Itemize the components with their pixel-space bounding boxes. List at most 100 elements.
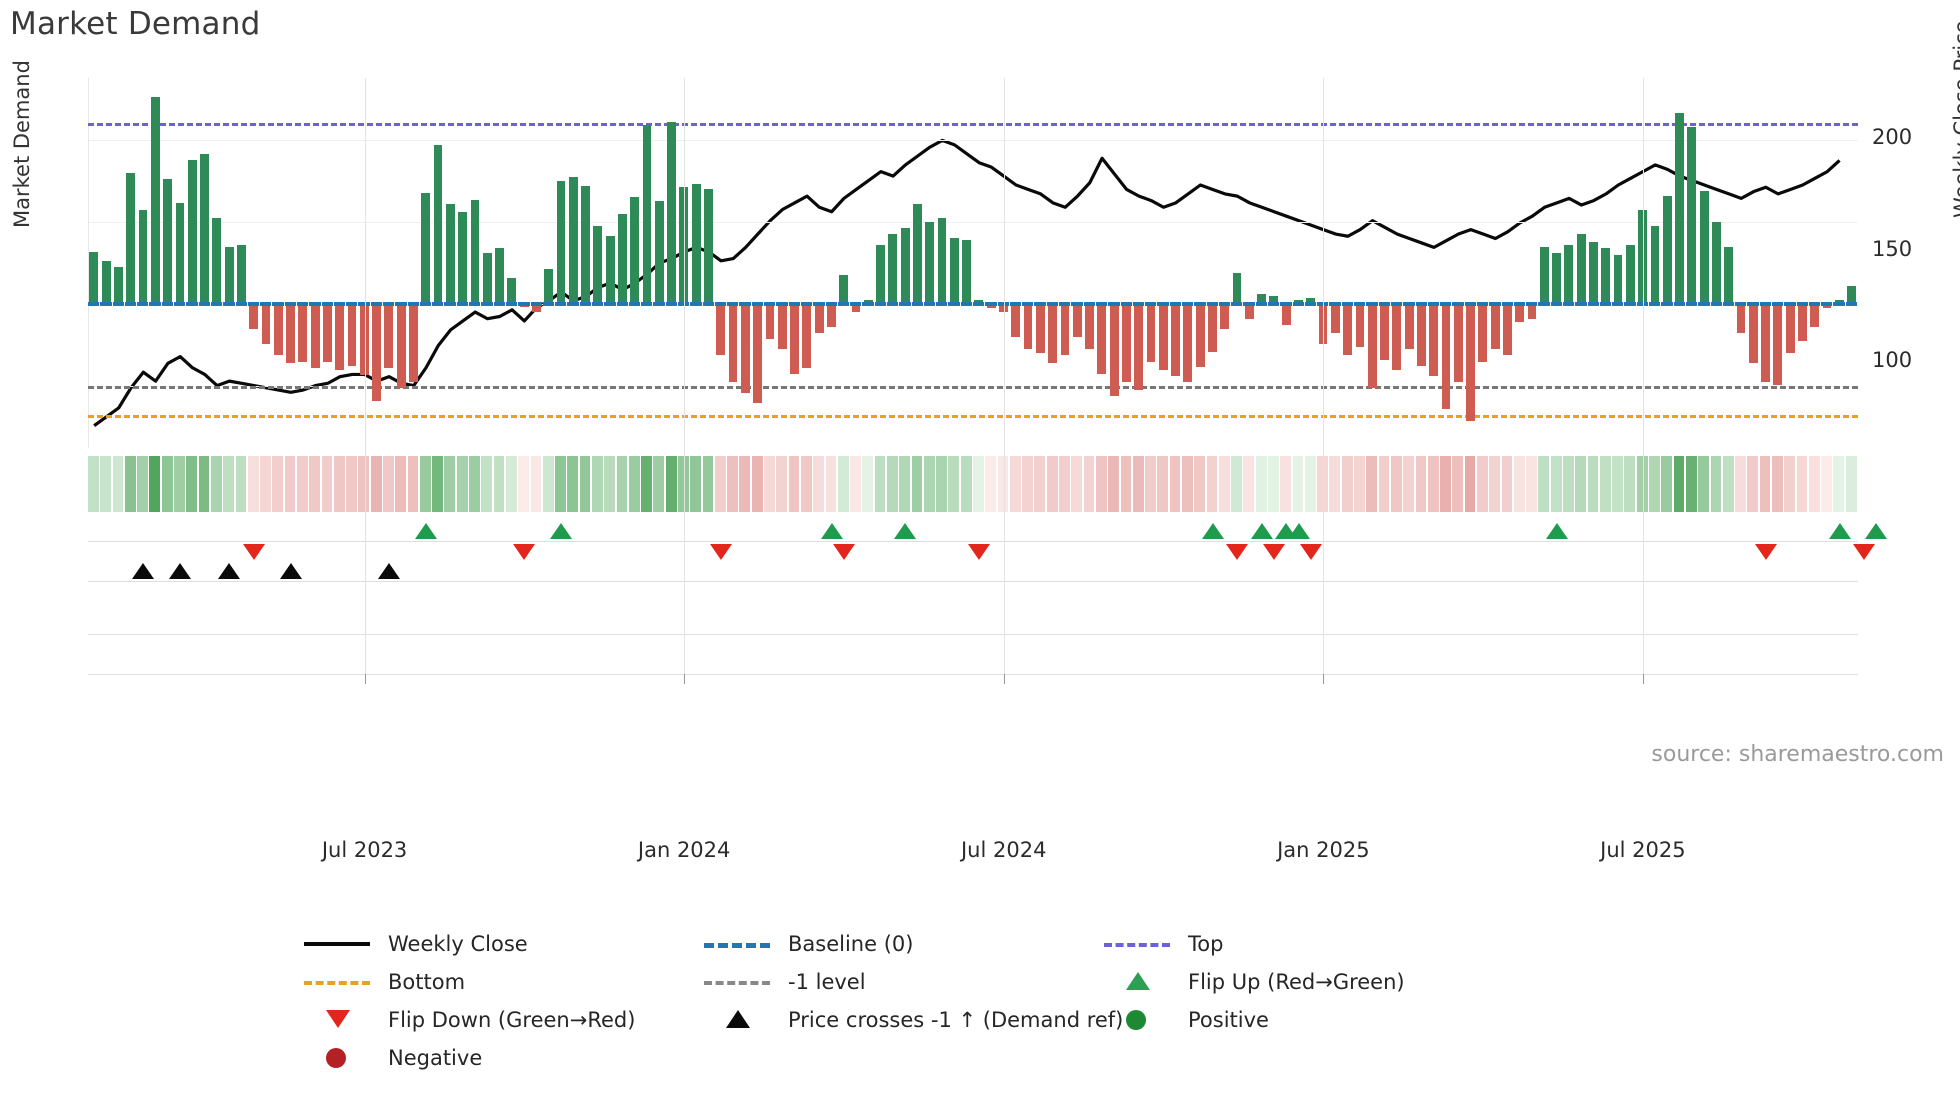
- demand-bar: [1048, 304, 1058, 364]
- legend-item-top[interactable]: Top: [1100, 925, 1223, 963]
- heat-cell: [456, 456, 468, 512]
- heat-cell: [1808, 456, 1820, 512]
- triangle-down-red-icon: [300, 1008, 374, 1032]
- legend-item-flip-up[interactable]: Flip Up (Red→Green): [1100, 963, 1405, 1001]
- demand-bar: [323, 304, 332, 362]
- demand-bar: [1429, 304, 1439, 377]
- heat-cell: [1403, 456, 1415, 512]
- demand-bar: [1269, 295, 1279, 305]
- demand-bar: [740, 304, 750, 393]
- legend-item-minus1[interactable]: -1 level: [700, 963, 866, 1001]
- demand-bar: [273, 304, 283, 356]
- demand-bar: [1736, 304, 1746, 333]
- baseline-segment: [1673, 302, 1685, 307]
- heat-cell: [1624, 456, 1636, 512]
- baseline-segment: [604, 302, 616, 307]
- heat-cell: [874, 456, 886, 512]
- legend-item-price-cross[interactable]: Price crosses -1 ↑ (Demand ref): [700, 1001, 1123, 1039]
- heat-cell: [628, 456, 640, 512]
- baseline-segment: [641, 302, 653, 307]
- heat-cell: [1587, 456, 1599, 512]
- triangle-up-green-icon: [1100, 970, 1174, 994]
- heat-cell: [284, 456, 296, 512]
- demand-bar: [949, 238, 959, 305]
- legend-item-positive[interactable]: Positive: [1100, 1001, 1269, 1039]
- demand-bar: [1589, 242, 1598, 305]
- demand-bar: [1847, 286, 1857, 305]
- demand-bar: [126, 172, 136, 305]
- legend-label: Negative: [388, 1046, 483, 1070]
- demand-bar: [802, 304, 812, 369]
- baseline-segment: [1661, 302, 1673, 307]
- demand-bar: [716, 304, 726, 356]
- heat-cell: [653, 456, 665, 512]
- heat-cell: [1390, 456, 1402, 512]
- demand-bar: [1675, 113, 1684, 305]
- demand-bar: [568, 176, 578, 305]
- demand-bar: [1220, 304, 1230, 329]
- baseline-segment: [739, 302, 751, 307]
- demand-bar: [667, 121, 677, 305]
- demand-bar: [433, 145, 443, 305]
- baseline-segment: [112, 302, 124, 307]
- baseline-segment: [247, 302, 260, 307]
- heat-cell: [1354, 456, 1365, 512]
- legend-item-flip-down[interactable]: Flip Down (Green→Red): [300, 1001, 635, 1039]
- demand-bar: [261, 304, 271, 344]
- baseline-segment: [1440, 302, 1452, 307]
- baseline-segment: [997, 302, 1009, 307]
- demand-bar: [974, 300, 984, 305]
- baseline-segment: [985, 302, 997, 307]
- heat-cell: [1649, 456, 1660, 512]
- heat-cell: [161, 456, 173, 512]
- demand-bar: [1453, 304, 1463, 383]
- baseline-segment: [1833, 302, 1845, 307]
- baseline-segment: [1390, 302, 1403, 307]
- demand-bar: [999, 304, 1008, 313]
- baseline-segment: [1194, 302, 1206, 307]
- baseline-segment: [174, 302, 186, 307]
- baseline-segment: [1747, 302, 1759, 307]
- demand-bar: [1035, 304, 1045, 354]
- baseline-segment: [1550, 302, 1562, 307]
- price-cross-marker: [279, 563, 302, 579]
- baseline-segment: [1464, 302, 1476, 307]
- demand-bar: [445, 203, 455, 305]
- demand-bar: [531, 304, 541, 313]
- demand-bar: [138, 209, 148, 305]
- heat-cell: [1268, 456, 1279, 512]
- baseline-segment: [198, 302, 210, 307]
- legend-item-bottom[interactable]: Bottom: [300, 963, 465, 1001]
- demand-bar: [507, 277, 517, 305]
- baseline-segment: [1132, 302, 1145, 307]
- heat-cell: [444, 456, 456, 512]
- baseline-segment: [1157, 302, 1169, 307]
- demand-bar: [396, 304, 406, 388]
- demand-bar: [1183, 304, 1193, 383]
- heat-cell: [936, 456, 947, 512]
- demand-bar: [384, 304, 394, 369]
- legend-item-weekly-close[interactable]: Weekly Close: [300, 925, 528, 963]
- demand-bar: [1834, 300, 1844, 305]
- heat-cell: [1476, 456, 1488, 512]
- demand-bar: [1195, 304, 1205, 367]
- heat-cell: [665, 456, 677, 512]
- heat-cell: [751, 456, 763, 512]
- flip-down-marker: [242, 544, 265, 560]
- baseline-segment: [260, 302, 272, 307]
- demand-bar: [654, 201, 664, 305]
- demand-bar: [298, 304, 308, 362]
- heat-cell: [186, 456, 198, 512]
- x-gridline: [364, 78, 366, 674]
- heat-cell: [1759, 456, 1771, 512]
- demand-bar: [359, 304, 369, 375]
- legend-item-negative[interactable]: Negative: [300, 1039, 482, 1077]
- heat-cell: [1083, 456, 1095, 512]
- flip-up-marker: [1250, 523, 1273, 539]
- heat-cell: [137, 456, 148, 512]
- heat-cell: [1046, 456, 1058, 512]
- demand-bar: [1416, 304, 1426, 366]
- x-axis-tick-label: Jul 2024: [960, 838, 1047, 862]
- weekly-close-path: [93, 138, 1841, 428]
- legend-item-baseline[interactable]: Baseline (0): [700, 925, 913, 963]
